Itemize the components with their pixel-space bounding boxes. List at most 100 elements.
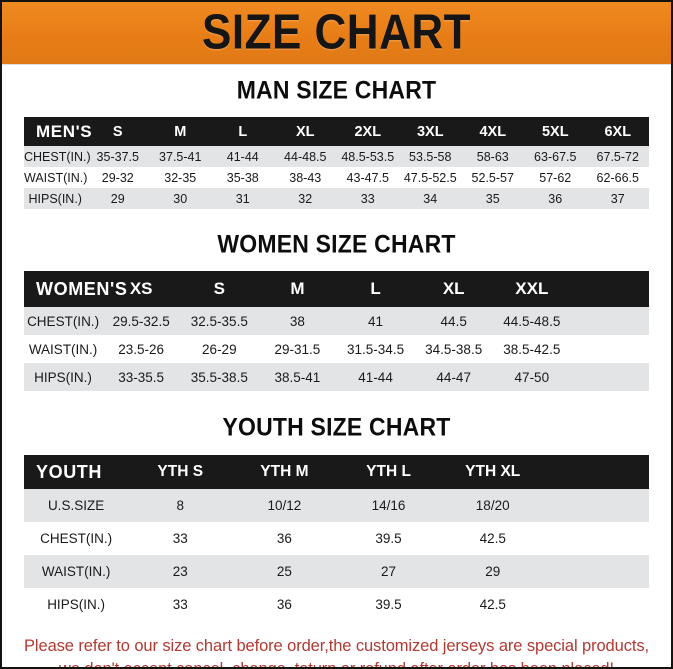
women-cell: 41 <box>368 313 384 329</box>
youth-cell: 14/16 <box>371 498 406 513</box>
men-table-head: MEN'S S M L XL 2XL 3XL 4XL 5XL 6XL <box>24 117 649 146</box>
women-cell: 33-35.5 <box>118 369 165 385</box>
men-row-label: CHEST(IN.) <box>24 149 91 164</box>
men-cell: 63-67.5 <box>534 149 577 164</box>
men-cell: 32 <box>298 191 313 206</box>
table-row: HIPS(IN.) 29 30 31 32 33 34 35 36 37 <box>24 188 649 209</box>
section-title-man: MAN SIZE CHART <box>236 75 437 104</box>
table-row: CHEST(IN.) 29.5-32.5 32.5-35.5 38 41 44.… <box>24 307 649 335</box>
men-cell: 35 <box>485 191 500 206</box>
men-cell: 29-32 <box>101 170 134 185</box>
men-col-header: XL <box>295 123 315 140</box>
youth-table-head: YOUTH YTH S YTH M YTH L YTH XL <box>24 455 649 489</box>
men-col-header: 2XL <box>354 123 382 140</box>
section-title-women: WOMEN SIZE CHART <box>217 229 456 258</box>
women-size-table: WOMEN'S XS S M L XL XXL CHEST(IN.) 29.5-… <box>24 271 649 391</box>
youth-table-body: U.S.SIZE 8 10/12 14/16 18/20 CHEST(IN.) … <box>24 489 649 621</box>
men-col-header: 5XL <box>541 123 569 140</box>
youth-cell: 36 <box>276 597 292 612</box>
youth-cell-empty <box>545 522 649 555</box>
women-corner-label: WOMEN'S <box>36 278 128 299</box>
page-title: SIZE CHART <box>202 5 471 60</box>
men-cell: 36 <box>548 191 563 206</box>
youth-cell-empty <box>545 588 649 621</box>
women-cell-empty <box>571 363 649 391</box>
men-header-row: MEN'S S M L XL 2XL 3XL 4XL 5XL 6XL <box>24 117 649 146</box>
footer-line-1: Please refer to our size chart before or… <box>24 637 649 655</box>
men-size-table: MEN'S S M L XL 2XL 3XL 4XL 5XL 6XL CHEST… <box>24 117 649 209</box>
youth-col-header: YTH M <box>260 463 309 480</box>
table-row: WAIST(IN.) 29-32 32-35 35-38 38-43 43-47… <box>24 167 649 188</box>
youth-col-header: YTH L <box>366 463 411 480</box>
men-cell: 62-66.5 <box>596 170 639 185</box>
men-col-header: 6XL <box>604 123 632 140</box>
men-cell: 29 <box>110 191 125 206</box>
men-corner-label: MEN'S <box>36 121 93 141</box>
youth-col-header-empty <box>545 455 649 489</box>
youth-row-label: CHEST(IN.) <box>40 531 113 546</box>
men-row-label: WAIST(IN.) <box>24 170 88 185</box>
youth-cell: 39.5 <box>375 531 402 546</box>
women-cell: 44.5-48.5 <box>503 313 561 329</box>
women-cell: 41-44 <box>358 369 393 385</box>
women-header-row: WOMEN'S XS S M L XL XXL <box>24 271 649 307</box>
table-row: CHEST(IN.) 35-37.5 37.5-41 41-44 44-48.5… <box>24 146 649 167</box>
men-cell: 41-44 <box>226 149 259 164</box>
footer-line-2: we don't accept cancel, change, teturn o… <box>16 658 657 667</box>
men-cell: 35-37.5 <box>96 149 139 164</box>
women-cell: 38.5-42.5 <box>503 341 561 357</box>
men-cell: 52.5-57 <box>471 170 514 185</box>
youth-cell: 42.5 <box>479 597 506 612</box>
women-cell: 32.5-35.5 <box>190 313 248 329</box>
men-cell: 38-43 <box>289 170 322 185</box>
women-col-header: XS <box>129 279 153 298</box>
women-cell: 38 <box>289 313 305 329</box>
youth-row-label: U.S.SIZE <box>47 498 105 513</box>
section-man: MAN SIZE CHART MEN'S S M L XL 2XL 3XL 4X… <box>2 75 671 209</box>
page-banner: SIZE CHART <box>2 2 671 65</box>
youth-cell: 33 <box>172 531 188 546</box>
youth-row-label: HIPS(IN.) <box>47 597 105 612</box>
women-col-header: XXL <box>515 279 549 298</box>
table-row: CHEST(IN.) 33 36 39.5 42.5 <box>24 522 649 555</box>
youth-cell-empty <box>545 555 649 588</box>
men-col-header: L <box>238 123 248 140</box>
men-cell: 48.5-53.5 <box>341 149 395 164</box>
youth-cell: 36 <box>276 531 292 546</box>
women-col-header: M <box>290 279 305 298</box>
youth-col-header: YTH S <box>157 463 204 480</box>
table-row: U.S.SIZE 8 10/12 14/16 18/20 <box>24 489 649 522</box>
table-row: HIPS(IN.) 33 36 39.5 42.5 <box>24 588 649 621</box>
youth-cell-empty <box>545 489 649 522</box>
men-cell: 37.5-41 <box>159 149 202 164</box>
women-col-header-empty <box>571 271 649 307</box>
men-col-header: 3XL <box>416 123 444 140</box>
women-table-head: WOMEN'S XS S M L XL XXL <box>24 271 649 307</box>
women-cell: 31.5-34.5 <box>347 341 405 357</box>
women-cell: 38.5-41 <box>274 369 321 385</box>
youth-cell: 29 <box>485 564 501 579</box>
women-cell: 35.5-38.5 <box>190 369 248 385</box>
women-row-label: HIPS(IN.) <box>34 369 92 385</box>
women-cell-empty <box>571 335 649 363</box>
youth-cell: 33 <box>172 597 188 612</box>
men-cell: 67.5-72 <box>596 149 639 164</box>
men-cell: 34 <box>423 191 438 206</box>
men-cell: 37 <box>610 191 625 206</box>
men-table-body: CHEST(IN.) 35-37.5 37.5-41 41-44 44-48.5… <box>24 146 649 209</box>
men-cell: 32-35 <box>164 170 197 185</box>
men-col-header: S <box>112 123 123 140</box>
women-cell-empty <box>571 307 649 335</box>
youth-cell: 8 <box>176 498 184 513</box>
youth-cell: 10/12 <box>267 498 302 513</box>
footer-disclaimer: Please refer to our size chart before or… <box>2 635 671 667</box>
men-col-header: 4XL <box>479 123 507 140</box>
women-col-header: XL <box>442 279 465 298</box>
youth-cell: 27 <box>381 564 397 579</box>
women-cell: 47-50 <box>514 369 550 385</box>
youth-cell: 23 <box>172 564 188 579</box>
men-cell: 35-38 <box>226 170 259 185</box>
women-cell: 44-47 <box>436 369 471 385</box>
men-cell: 53.5-58 <box>409 149 452 164</box>
